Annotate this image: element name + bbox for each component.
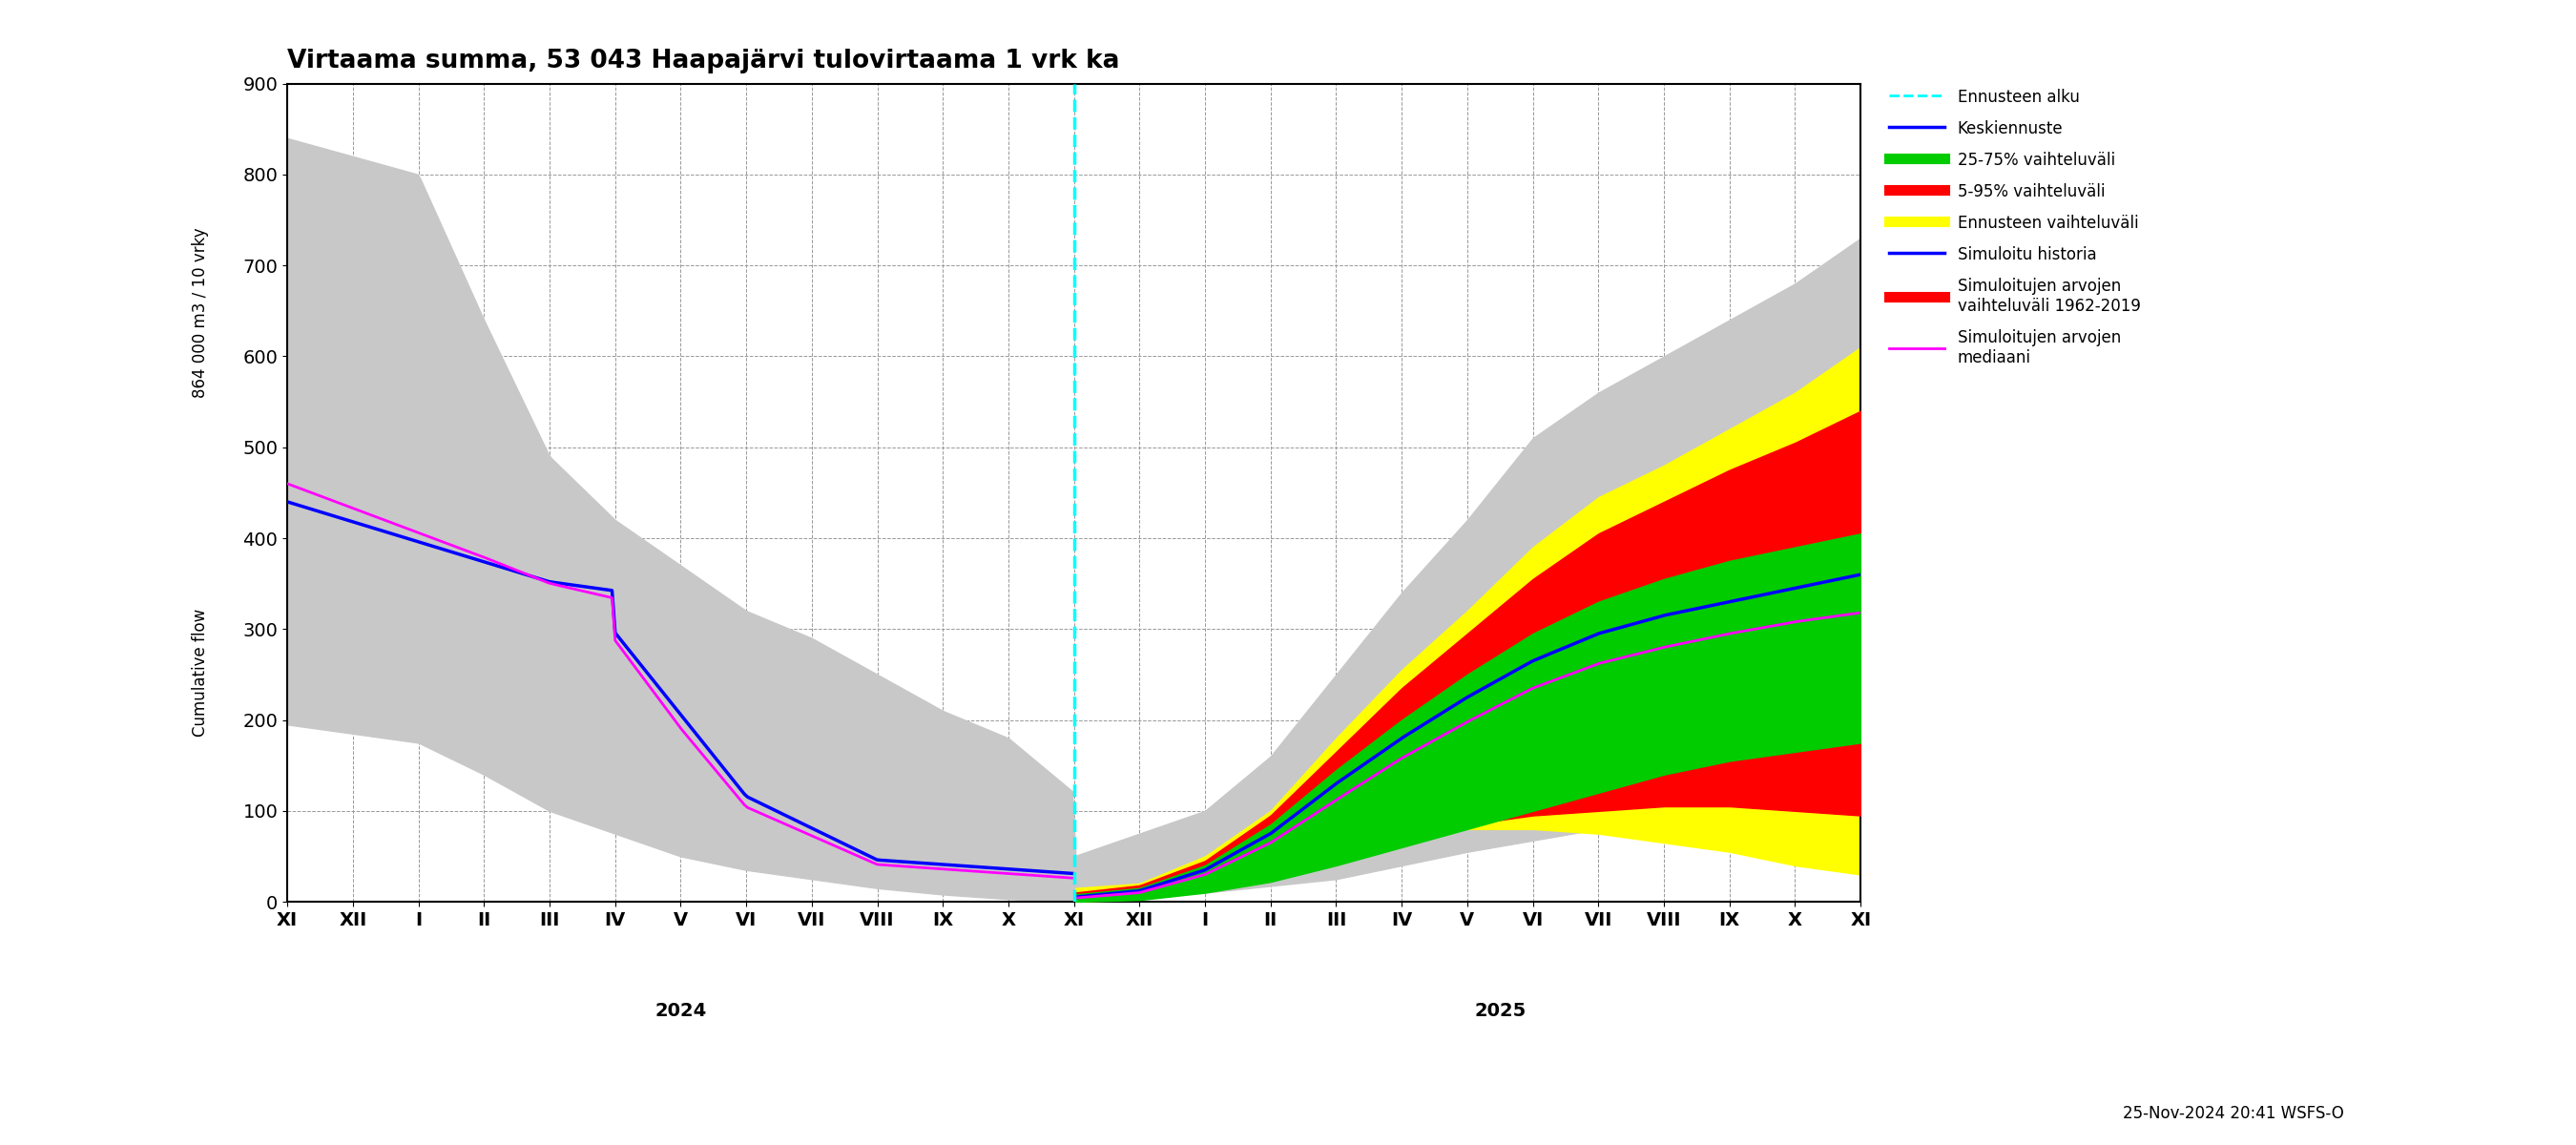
Text: 864 000 m3 / 10 vrky: 864 000 m3 / 10 vrky xyxy=(193,228,209,398)
Text: 2025: 2025 xyxy=(1473,1002,1525,1020)
Text: 2024: 2024 xyxy=(654,1002,706,1020)
Text: 25-Nov-2024 20:41 WSFS-O: 25-Nov-2024 20:41 WSFS-O xyxy=(2123,1105,2344,1122)
Text: Virtaama summa, 53 043 Haapajärvi tulovirtaama 1 vrk ka: Virtaama summa, 53 043 Haapajärvi tulovi… xyxy=(289,48,1121,73)
Legend: Ennusteen alku, Keskiennuste, 25-75% vaihteluväli, 5-95% vaihteluväli, Ennusteen: Ennusteen alku, Keskiennuste, 25-75% vai… xyxy=(1883,84,2146,371)
Text: Cumulative flow: Cumulative flow xyxy=(193,609,209,736)
